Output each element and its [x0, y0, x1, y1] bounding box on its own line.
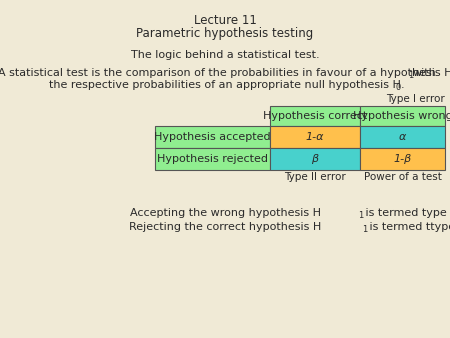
Text: the respective probabilities of an appropriate null hypothesis H: the respective probabilities of an appro…: [49, 80, 401, 90]
Bar: [360, 106, 445, 126]
Text: 1-α: 1-α: [306, 132, 324, 142]
Text: with: with: [413, 68, 437, 78]
Text: Hypothesis correct: Hypothesis correct: [263, 111, 367, 121]
Text: is termed ttype II error.: is termed ttype II error.: [366, 222, 450, 232]
Text: Power of a test: Power of a test: [364, 172, 441, 182]
Bar: [360, 126, 445, 148]
Text: 1: 1: [408, 71, 413, 80]
Text: The logic behind a statistical test.: The logic behind a statistical test.: [130, 50, 320, 60]
Text: Rejecting the correct hypothesis H: Rejecting the correct hypothesis H: [129, 222, 321, 232]
Text: .: .: [401, 80, 405, 90]
Text: Hypothesis wrong: Hypothesis wrong: [353, 111, 450, 121]
Text: Accepting the wrong hypothesis H: Accepting the wrong hypothesis H: [130, 208, 320, 218]
Text: α: α: [399, 132, 406, 142]
Text: Hypothesis accepted: Hypothesis accepted: [154, 132, 271, 142]
Text: β: β: [311, 154, 319, 164]
Text: 1-β: 1-β: [393, 154, 412, 164]
Text: is termed type I error.: is termed type I error.: [362, 208, 450, 218]
Bar: [155, 126, 270, 148]
Bar: [360, 148, 445, 170]
Bar: [270, 106, 360, 126]
Bar: [270, 148, 360, 170]
Text: Lecture 11: Lecture 11: [194, 14, 256, 27]
Text: A statistical test is the comparison of the probabilities in favour of a hypothe: A statistical test is the comparison of …: [0, 68, 450, 78]
Bar: [270, 126, 360, 148]
Text: Hypothesis rejected: Hypothesis rejected: [157, 154, 268, 164]
Text: 0: 0: [396, 83, 401, 92]
Bar: [155, 148, 270, 170]
Text: Type I error: Type I error: [386, 94, 445, 104]
Text: 1: 1: [358, 211, 363, 220]
Text: Type II error: Type II error: [284, 172, 346, 182]
Text: Parametric hypothesis testing: Parametric hypothesis testing: [136, 27, 314, 40]
Text: 1: 1: [362, 225, 367, 234]
